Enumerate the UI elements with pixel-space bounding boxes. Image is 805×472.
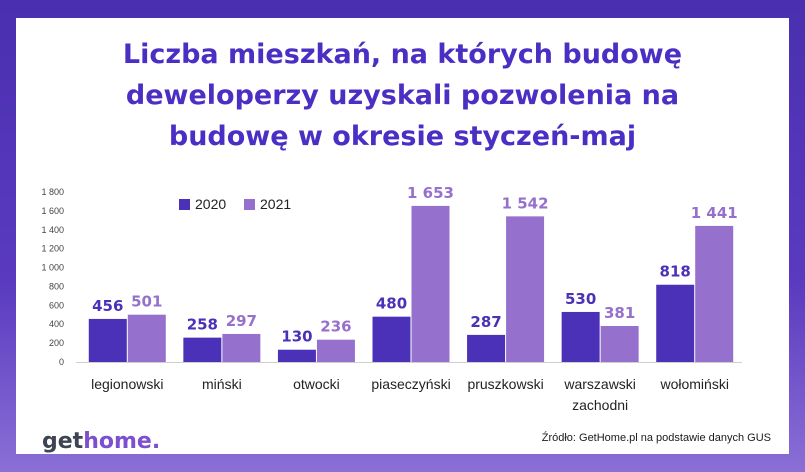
logo-dot: . — [151, 429, 161, 454]
logo-home: home — [83, 429, 152, 454]
bar-2021-6 — [695, 225, 734, 362]
data-label-2020-6: 818 — [660, 263, 691, 281]
data-label-2021-2: 236 — [320, 318, 351, 336]
y-tick-label: 1 800 — [41, 187, 64, 197]
y-tick-label: 0 — [59, 357, 64, 367]
y-tick-label: 1 000 — [41, 263, 64, 273]
logo-get: get — [42, 429, 84, 454]
bar-2021-3 — [411, 205, 450, 362]
bar-2021-5 — [600, 326, 639, 362]
legend-label-2020: 2020 — [195, 196, 226, 212]
data-label-2021-3: 1 653 — [407, 184, 454, 202]
y-tick-label: 800 — [49, 281, 64, 291]
x-tick-label: warszawski — [563, 376, 636, 392]
data-label-2020-2: 130 — [281, 328, 312, 346]
y-tick-label: 1 400 — [41, 225, 64, 235]
data-label-2020-5: 530 — [565, 290, 596, 308]
bar-2021-4 — [506, 216, 545, 362]
source-note: Źródło: GetHome.pl na podstawie danych G… — [541, 432, 771, 444]
chart-card: Liczba mieszkań, na których budowę dewel… — [16, 18, 789, 454]
x-tick-label: legionowski — [91, 376, 163, 392]
legend-swatch-2021 — [244, 199, 255, 210]
y-tick-label: 1 600 — [41, 206, 64, 216]
y-tick-label: 600 — [49, 300, 64, 310]
legend-label-2021: 2021 — [260, 196, 291, 212]
bar-2020-1 — [183, 337, 222, 362]
x-tick-label: otwocki — [293, 376, 340, 392]
bar-2021-0 — [127, 314, 166, 362]
data-label-2020-0: 456 — [92, 297, 123, 315]
data-label-2020-3: 480 — [376, 295, 407, 313]
data-label-2021-4: 1 542 — [502, 194, 549, 212]
data-label-2020-4: 287 — [470, 313, 501, 331]
x-tick-label: piaseczyński — [371, 376, 450, 392]
bar-2020-2 — [277, 349, 316, 362]
bar-2021-2 — [316, 339, 355, 362]
y-tick-label: 1 200 — [41, 244, 64, 254]
data-label-2021-5: 381 — [604, 304, 635, 322]
chart-title: Liczba mieszkań, na których budowę dewel… — [16, 34, 789, 157]
bar-2020-4 — [467, 334, 506, 362]
data-label-2021-0: 501 — [131, 293, 162, 311]
bar-2021-1 — [222, 333, 261, 362]
title-line-3: budowę w okresie styczeń-maj — [168, 121, 637, 152]
y-tick-label: 200 — [49, 338, 64, 348]
bar-2020-0 — [88, 318, 127, 362]
bar-2020-3 — [372, 316, 411, 362]
y-tick-label: 400 — [49, 319, 64, 329]
data-label-2021-6: 1 441 — [691, 204, 738, 222]
bar-2020-5 — [561, 311, 600, 362]
data-label-2020-1: 258 — [187, 316, 218, 334]
bar-2020-6 — [656, 284, 695, 362]
title-line-2: deweloperzy uzyskali pozwolenia na — [125, 80, 680, 111]
data-label-2021-1: 297 — [226, 312, 257, 330]
x-tick-label: zachodni — [572, 397, 628, 413]
title-line-1: Liczba mieszkań, na których budowę — [122, 39, 683, 70]
x-tick-label: wołomiński — [659, 376, 728, 392]
gethome-logo: gethome. — [42, 429, 160, 454]
x-tick-label: pruszkowski — [467, 376, 543, 392]
bar-chart: 0 200 400 600 800 1 000 1 200 1 400 1 600 1 800 45… — [41, 184, 742, 413]
legend-swatch-2020 — [179, 199, 190, 210]
x-tick-label: miński — [202, 376, 242, 392]
